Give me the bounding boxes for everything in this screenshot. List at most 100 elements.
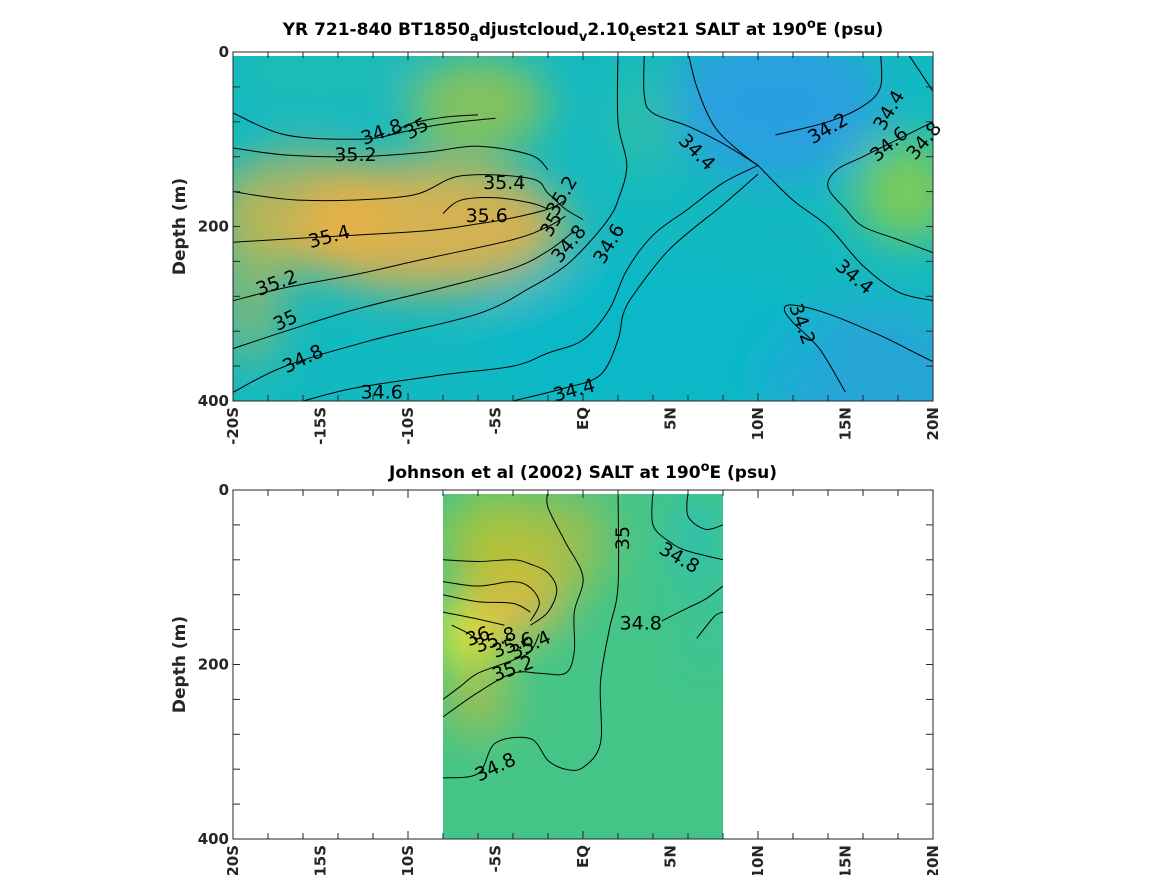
contour-line-35.2: [443, 559, 558, 626]
contour-label: 34.6: [361, 381, 403, 403]
contour-line-34.8: [908, 56, 933, 92]
title-fragment: 2.10: [587, 20, 629, 40]
x-tick-label: 15N: [837, 407, 855, 440]
contour-line-34.2: [775, 56, 883, 136]
contour-line-34.6: [686, 494, 723, 531]
y-tick-label: 200: [198, 656, 229, 674]
chart-title-model: YR 721-840 BT1850a​djustcloudv​2.10t​est…: [282, 17, 883, 45]
y-tick-label: 400: [198, 392, 229, 410]
color-blob: [408, 56, 548, 153]
color-blob: [609, 69, 680, 175]
contour-line-35: [443, 494, 584, 718]
title-fragment: E (psu): [816, 20, 883, 40]
x-tick-label: 20N: [924, 407, 942, 440]
color-blobs: [233, 56, 933, 401]
title-fragment: a: [470, 30, 479, 45]
contour-line-34.6: [302, 164, 759, 401]
contour-line-35.4: [233, 199, 566, 243]
color-field: [233, 56, 933, 401]
color-blob: [854, 139, 933, 244]
color-blob: [684, 603, 723, 674]
title-fragment: v: [579, 30, 588, 45]
contour-line-34.2: [783, 304, 933, 393]
title-fragment: djustcloud: [479, 20, 579, 40]
contour-line-34.8: [651, 494, 723, 561]
contour-line-35.2: [443, 633, 540, 700]
color-blob: [443, 494, 548, 595]
title-fragment: E (psu): [710, 463, 777, 483]
title-fragment: est21 SALT at 190: [636, 20, 807, 40]
x-tick-labels: -20S -15S -10S -5S EQ 5N 10N 15N 20N: [224, 845, 942, 875]
contour-line-34.6: [827, 121, 933, 254]
contour-line-34.6: [696, 611, 723, 639]
title-fragment: o: [701, 460, 710, 475]
chart-title-observed: Johnson et al (2002) SALT at 190o​E (psu…: [388, 460, 777, 483]
x-tick-label: 5N: [662, 407, 680, 430]
contour-line-34.6: [643, 56, 759, 166]
panel-model-salt: YR 721-840 BT1850a​djustcloudv​2.10t​est…: [170, 17, 947, 445]
contour-label: 35: [612, 526, 634, 550]
x-tick-label: 20N: [924, 845, 942, 875]
x-tick-label: -10S: [399, 845, 417, 875]
x-tick-label: 10N: [749, 845, 767, 875]
x-tick-labels: -20S -15S -10S -5S EQ 5N 10N 15N 20N: [224, 407, 942, 445]
contour-line-35.2: [233, 215, 566, 302]
contour-lines: [233, 56, 933, 401]
y-axis-label-model: Depth (m): [170, 178, 190, 275]
contour-line-35.2: [233, 145, 549, 171]
title-fragment: YR 721-840 BT1850: [282, 20, 470, 40]
contour-line-36: [451, 624, 479, 644]
x-tick-label: EQ: [574, 845, 592, 868]
contour-line-35.6: [442, 197, 549, 214]
y-tick-label: 400: [198, 830, 229, 848]
x-tick-label: -15S: [312, 407, 330, 445]
x-tick-label: 10N: [749, 407, 767, 440]
x-tick-label: -20S: [224, 845, 242, 875]
contour-line-35: [233, 230, 575, 350]
x-tick-label: 5N: [662, 845, 680, 868]
contour-line-34.4: [688, 56, 759, 166]
axis-ticks: [232, 51, 934, 402]
x-tick-label: -20S: [224, 407, 242, 445]
color-blob: [668, 494, 723, 595]
x-tick-label: -10S: [399, 407, 417, 445]
title-fragment: o: [807, 17, 816, 32]
contour-line-34.8: [443, 494, 620, 779]
color-blob: [443, 660, 513, 739]
color-blob: [478, 261, 828, 401]
x-tick-label: 15N: [837, 845, 855, 875]
axis-ticks: [232, 489, 934, 840]
x-tick-label: -15S: [312, 845, 330, 875]
title-fragment: Johnson et al (2002) SALT at 190: [388, 463, 701, 483]
x-tick-label: -5S: [487, 407, 505, 434]
contour-line-35.4: [233, 174, 584, 220]
contour-line-34.8: [661, 585, 723, 622]
x-tick-label: EQ: [574, 407, 592, 430]
contour-line-35.4: [443, 581, 540, 622]
contour-line-34.8: [233, 56, 628, 393]
contour-line-34.4: [757, 165, 933, 302]
contour-lines: [443, 494, 723, 779]
y-tick-labels: 0 200 400: [198, 481, 229, 848]
color-blob: [670, 56, 881, 179]
contour-label: 34.8: [620, 612, 662, 634]
contour-line-35.6: [443, 594, 531, 613]
color-blob: [233, 174, 286, 367]
y-axis-label-observed: Depth (m): [170, 616, 190, 713]
title-fragment: t: [629, 30, 635, 45]
contour-label: 35.4: [483, 172, 525, 194]
contour-label: 35.6: [466, 205, 508, 227]
contour-line-35: [390, 117, 496, 136]
y-tick-labels: 0 200 400: [198, 43, 229, 410]
contour-label: 35.2: [334, 144, 376, 166]
x-tick-label: -5S: [487, 845, 505, 872]
y-tick-label: 200: [198, 218, 229, 236]
color-blob: [233, 56, 408, 100]
y-tick-label: 0: [219, 481, 229, 499]
color-field: [443, 494, 723, 839]
y-tick-label: 0: [219, 43, 229, 61]
panel-observed-salt: Johnson et al (2002) SALT at 190o​E (psu…: [170, 460, 942, 875]
